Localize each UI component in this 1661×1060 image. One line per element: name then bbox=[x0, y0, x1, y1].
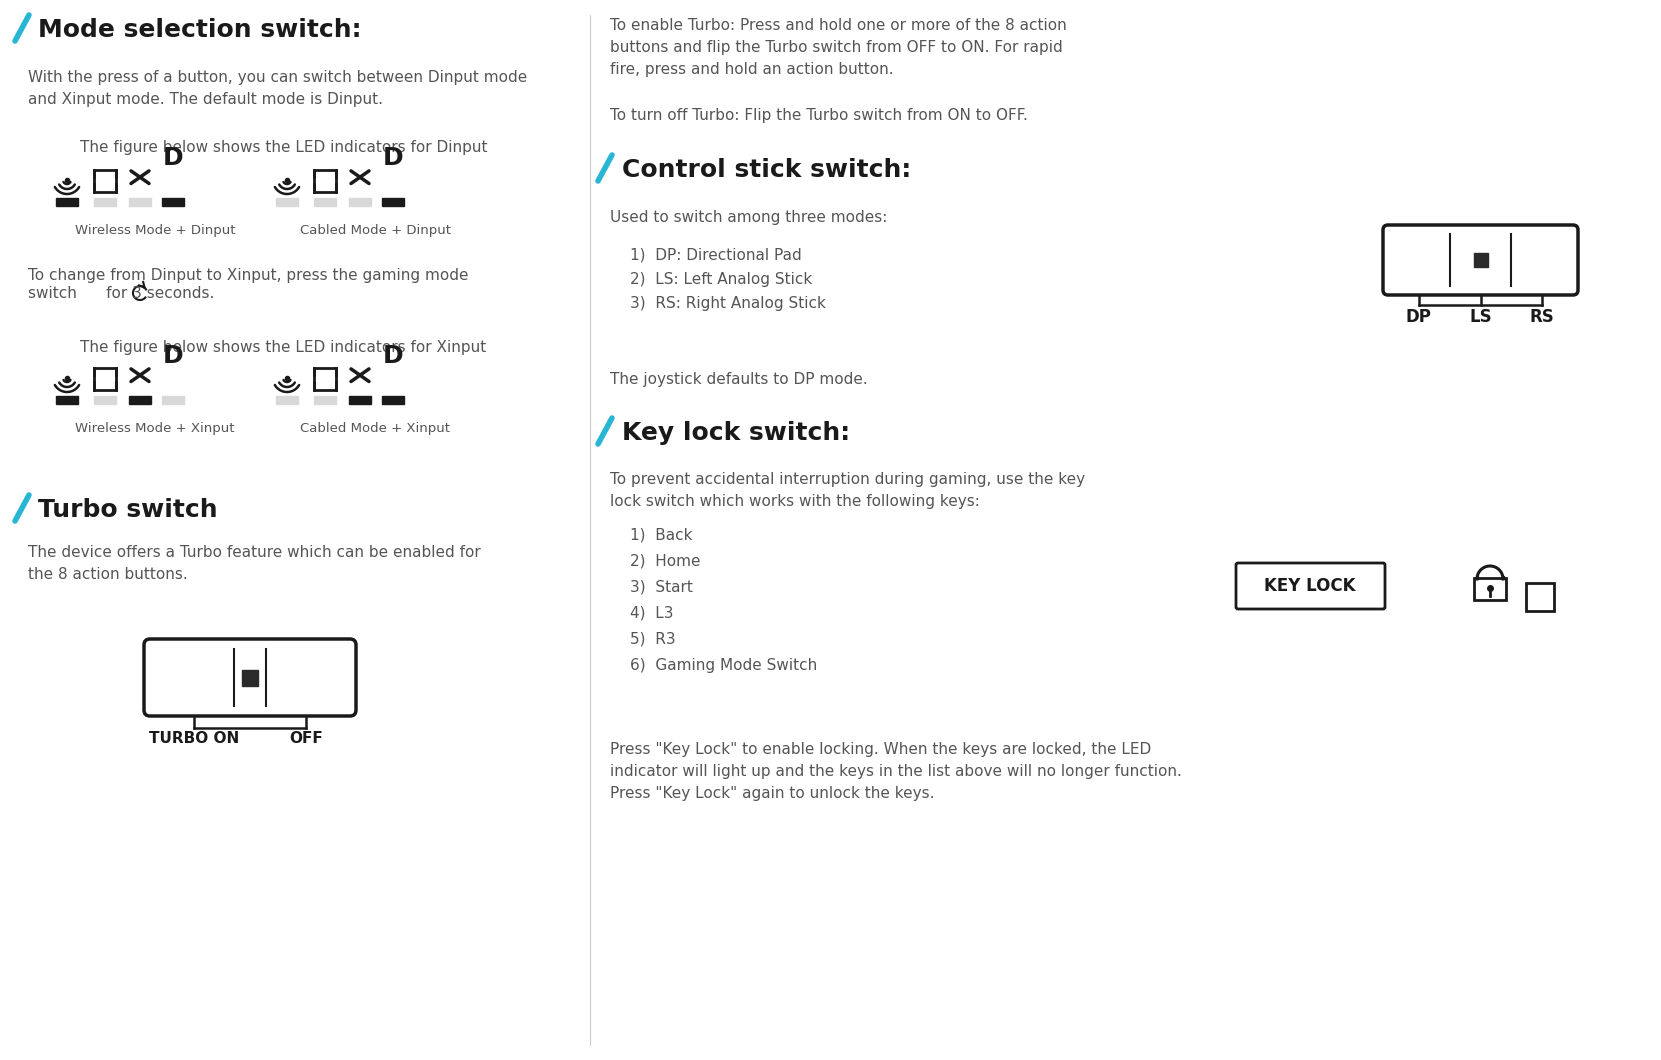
Text: 2)  Home: 2) Home bbox=[630, 554, 701, 569]
Bar bbox=[163, 396, 184, 404]
Bar bbox=[1473, 578, 1507, 600]
Text: Mode selection switch:: Mode selection switch: bbox=[38, 18, 362, 42]
Bar bbox=[314, 198, 336, 206]
Bar bbox=[56, 396, 78, 404]
Bar bbox=[163, 198, 184, 206]
Text: D: D bbox=[163, 344, 183, 368]
Text: TURBO ON: TURBO ON bbox=[149, 731, 239, 746]
Text: LS: LS bbox=[1470, 308, 1492, 326]
Text: The figure below shows the LED indicators for Dinput: The figure below shows the LED indicator… bbox=[80, 140, 487, 155]
Bar bbox=[1526, 583, 1555, 611]
Bar bbox=[130, 396, 151, 404]
Text: The figure below shows the LED indicators for Xinput: The figure below shows the LED indicator… bbox=[80, 340, 487, 355]
Text: Cabled Mode + Dinput: Cabled Mode + Dinput bbox=[299, 224, 450, 237]
Text: switch      for 3 seconds.: switch for 3 seconds. bbox=[28, 286, 214, 301]
Text: 5)  R3: 5) R3 bbox=[630, 632, 676, 647]
Text: To change from Dinput to Xinput, press the gaming mode: To change from Dinput to Xinput, press t… bbox=[28, 268, 468, 283]
Bar bbox=[314, 396, 336, 404]
Text: To prevent accidental interruption during gaming, use the key
lock switch which : To prevent accidental interruption durin… bbox=[610, 472, 1085, 509]
Bar bbox=[382, 396, 404, 404]
Text: The joystick defaults to DP mode.: The joystick defaults to DP mode. bbox=[610, 372, 867, 387]
FancyBboxPatch shape bbox=[1384, 225, 1578, 295]
Text: The device offers a Turbo feature which can be enabled for
the 8 action buttons.: The device offers a Turbo feature which … bbox=[28, 545, 480, 582]
Text: To enable Turbo: Press and hold one or more of the 8 action
buttons and flip the: To enable Turbo: Press and hold one or m… bbox=[610, 18, 1066, 77]
Text: Press "Key Lock" to enable locking. When the keys are locked, the LED
indicator : Press "Key Lock" to enable locking. When… bbox=[610, 742, 1183, 801]
Bar bbox=[95, 198, 116, 206]
Text: DP: DP bbox=[1405, 308, 1432, 326]
Bar bbox=[276, 396, 297, 404]
Text: Turbo switch: Turbo switch bbox=[38, 498, 218, 522]
Bar bbox=[314, 170, 336, 192]
FancyBboxPatch shape bbox=[145, 639, 355, 716]
Bar bbox=[95, 396, 116, 404]
Text: D: D bbox=[382, 146, 404, 170]
Text: Used to switch among three modes:: Used to switch among three modes: bbox=[610, 210, 887, 225]
Text: 2)  LS: Left Analog Stick: 2) LS: Left Analog Stick bbox=[630, 272, 812, 287]
Text: With the press of a button, you can switch between Dinput mode
and Xinput mode. : With the press of a button, you can swit… bbox=[28, 70, 527, 107]
Text: KEY LOCK: KEY LOCK bbox=[1264, 577, 1355, 595]
Bar bbox=[349, 396, 370, 404]
Bar bbox=[130, 198, 151, 206]
Text: 6)  Gaming Mode Switch: 6) Gaming Mode Switch bbox=[630, 658, 817, 673]
Bar bbox=[382, 198, 404, 206]
Text: OFF: OFF bbox=[289, 731, 322, 746]
Text: Wireless Mode + Dinput: Wireless Mode + Dinput bbox=[75, 224, 236, 237]
Bar bbox=[1473, 253, 1488, 267]
Text: D: D bbox=[382, 344, 404, 368]
Bar bbox=[95, 368, 116, 390]
Text: 3)  Start: 3) Start bbox=[630, 580, 693, 595]
Text: 1)  Back: 1) Back bbox=[630, 528, 693, 543]
Bar bbox=[243, 670, 257, 686]
Text: 4)  L3: 4) L3 bbox=[630, 606, 673, 621]
Text: Control stick switch:: Control stick switch: bbox=[621, 158, 912, 182]
Text: Key lock switch:: Key lock switch: bbox=[621, 421, 850, 445]
Text: To turn off Turbo: Flip the Turbo switch from ON to OFF.: To turn off Turbo: Flip the Turbo switch… bbox=[610, 108, 1028, 123]
Text: D: D bbox=[163, 146, 183, 170]
FancyBboxPatch shape bbox=[1236, 563, 1385, 609]
Text: Cabled Mode + Xinput: Cabled Mode + Xinput bbox=[301, 422, 450, 435]
Bar bbox=[95, 170, 116, 192]
Text: 3)  RS: Right Analog Stick: 3) RS: Right Analog Stick bbox=[630, 296, 826, 311]
Text: 1)  DP: Directional Pad: 1) DP: Directional Pad bbox=[630, 248, 802, 263]
Bar bbox=[56, 198, 78, 206]
Bar bbox=[314, 368, 336, 390]
Text: RS: RS bbox=[1530, 308, 1555, 326]
Bar bbox=[349, 198, 370, 206]
Text: Wireless Mode + Xinput: Wireless Mode + Xinput bbox=[75, 422, 234, 435]
Bar bbox=[276, 198, 297, 206]
